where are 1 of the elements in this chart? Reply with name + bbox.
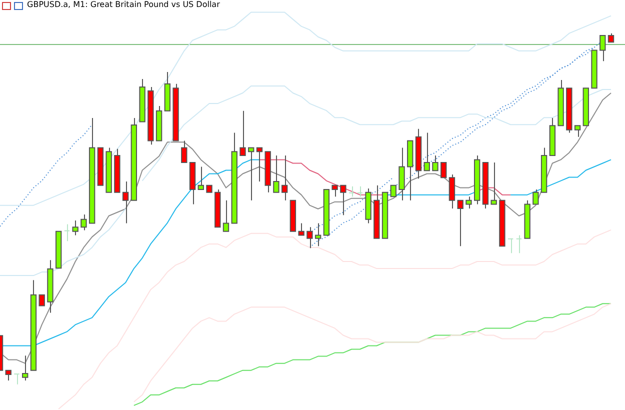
chart-title: GBPUSD.a, M1: Great Britain Pound vs US Dollar: [27, 0, 220, 9]
